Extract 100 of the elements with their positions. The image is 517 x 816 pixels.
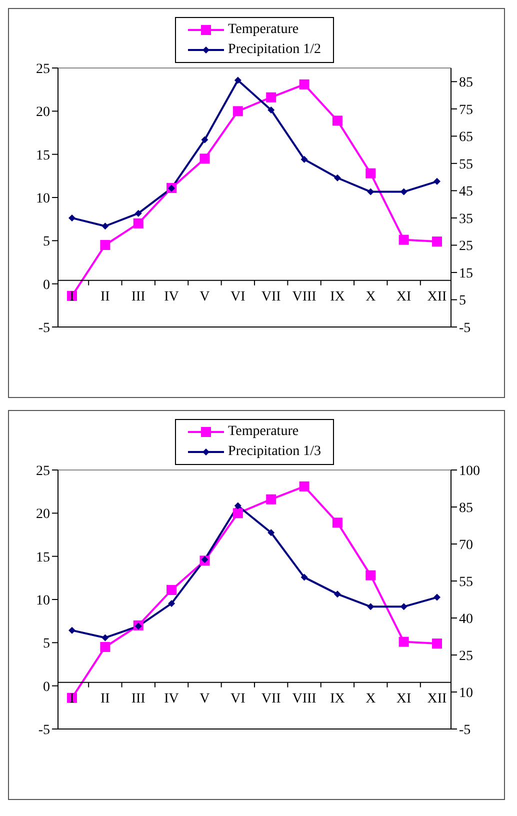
y-tick-label: 20 [36, 507, 50, 522]
y2-tick-label: 55 [459, 157, 473, 172]
y2-tick-label: 35 [459, 212, 473, 227]
y-tick-label: 0 [43, 680, 50, 695]
point [102, 222, 109, 230]
y2-tick-label: 10 [459, 686, 473, 701]
y-tick-label: -5 [38, 320, 50, 336]
point [266, 494, 276, 504]
point [100, 642, 110, 652]
y-tick-label: 0 [43, 278, 50, 293]
point [68, 214, 76, 222]
y2-tick-label: 85 [459, 500, 473, 516]
point [234, 502, 242, 510]
y2-tick-label: 5 [459, 294, 466, 309]
y2-tick-label: 65 [459, 130, 473, 146]
y-tick-label: -5 [38, 722, 50, 738]
x-tick-label: VIII [292, 691, 317, 706]
point [366, 168, 376, 178]
point [400, 188, 408, 196]
y-tick-label: 5 [43, 234, 50, 250]
y2-tick-label: -5 [459, 722, 471, 738]
x-tick-label: I [70, 691, 75, 706]
x-tick-label: VII [261, 691, 282, 706]
point [300, 574, 308, 581]
y2-tick-label: 25 [459, 239, 473, 254]
y2-tick-label: 25 [459, 648, 473, 664]
x-tick-label: V [200, 289, 210, 304]
x-tick-label: VI [230, 691, 246, 706]
point [332, 116, 342, 126]
point [266, 92, 276, 102]
point [134, 622, 142, 630]
x-tick-label: I [70, 289, 75, 304]
point [334, 590, 341, 598]
y-tick-label: 10 [36, 191, 50, 206]
point [299, 79, 310, 90]
point [367, 188, 374, 196]
y2-tick-label: 75 [459, 102, 473, 118]
x-tick-label: VIII [292, 289, 317, 304]
point [300, 156, 308, 163]
legend-label: Temperature [228, 424, 299, 440]
point [133, 218, 144, 228]
x-tick-label: VI [230, 289, 246, 304]
x-tick-label: III [131, 691, 146, 706]
point [102, 634, 109, 642]
x-tick-label: II [100, 691, 110, 706]
legend-label: Precipitation 1/2 [228, 42, 321, 58]
point [434, 178, 440, 185]
x-tick-label: IX [330, 691, 345, 706]
x-tick-label: IX [330, 289, 345, 304]
point [434, 594, 440, 601]
x-tick-label: X [366, 691, 376, 706]
point [232, 508, 243, 518]
y2-tick-label: 55 [459, 574, 473, 590]
x-tick-label: IV [164, 289, 179, 304]
point [268, 106, 275, 114]
x-tick-label: III [131, 289, 146, 304]
x-tick-label: IV [164, 691, 179, 706]
x-tick-label: X [366, 289, 376, 304]
legend-label: Precipitation 1/3 [228, 444, 321, 460]
x-tick-label: XI [396, 691, 412, 706]
x-tick-label: XII [427, 691, 448, 706]
y2-tick-label: -5 [459, 320, 471, 336]
y2-tick-label: 100 [459, 464, 480, 479]
y-tick-label: 15 [36, 148, 50, 164]
point [234, 76, 242, 84]
point [398, 636, 409, 647]
point [100, 240, 110, 250]
point [200, 154, 210, 164]
point [432, 638, 442, 649]
point [299, 481, 310, 492]
point [334, 174, 341, 182]
y-tick-label: 25 [36, 464, 50, 479]
x-tick-label: XII [427, 289, 448, 304]
point [201, 556, 208, 564]
y2-tick-label: 70 [459, 538, 473, 553]
y-tick-label: 5 [43, 636, 50, 652]
x-tick-label: XI [396, 289, 412, 304]
y2-tick-label: 15 [459, 266, 473, 282]
y-tick-label: 10 [36, 593, 50, 608]
y-tick-label: 25 [36, 62, 50, 77]
y-tick-label: 20 [36, 105, 50, 120]
point [400, 603, 408, 610]
x-tick-label: II [100, 289, 110, 304]
legend-label: Temperature [228, 22, 299, 38]
point [367, 603, 374, 610]
y2-tick-label: 40 [459, 612, 473, 627]
point [398, 234, 409, 245]
point [332, 518, 342, 528]
point [268, 529, 275, 536]
x-tick-label: VII [261, 289, 282, 304]
y2-tick-label: 45 [459, 184, 473, 200]
point [168, 600, 176, 607]
y-tick-label: 15 [36, 550, 50, 566]
point [232, 106, 243, 116]
y2-tick-label: 85 [459, 76, 473, 91]
point [166, 585, 177, 596]
point [68, 626, 76, 634]
point [134, 210, 142, 217]
x-tick-label: V [200, 691, 210, 706]
point [366, 570, 376, 580]
